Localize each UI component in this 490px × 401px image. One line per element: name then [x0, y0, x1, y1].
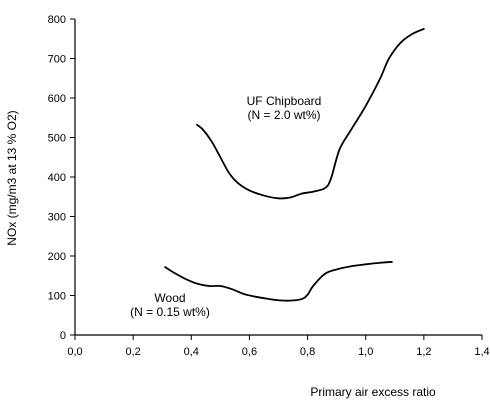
- x-tick-label: 1,2: [416, 346, 431, 358]
- wood-line: [164, 261, 393, 302]
- uf-chipboard-line: [196, 27, 425, 200]
- y-tick-label: 700: [48, 54, 66, 66]
- y-tick-label: 0: [60, 330, 66, 342]
- y-tick-label: 300: [48, 212, 66, 224]
- y-tick-label: 200: [48, 251, 66, 263]
- x-tick-label: 0,6: [242, 346, 257, 358]
- x-tick-label: 0,8: [300, 346, 315, 358]
- y-tick-label: 100: [48, 291, 66, 303]
- wood-annotation: (N = 0.15 wt%): [130, 305, 210, 319]
- uf-chipboard-annotation: (N = 2.0 wt%): [247, 108, 320, 122]
- x-tick-label: 0,2: [125, 346, 140, 358]
- uf-chipboard-annotation: UF Chipboard: [247, 94, 322, 108]
- y-tick-label: 800: [48, 14, 66, 26]
- y-tick-label: 400: [48, 172, 66, 184]
- wood-annotation: Wood: [154, 291, 185, 305]
- x-axis-title: Primary air excess ratio: [310, 385, 436, 399]
- x-tick-label: 0,0: [67, 346, 82, 358]
- x-tick-label: 1,0: [358, 346, 373, 358]
- y-tick-label: 500: [48, 133, 66, 145]
- y-axis-title: NOx (mg/m3 at 13 % O2): [5, 110, 19, 245]
- y-tick-label: 600: [48, 93, 66, 105]
- x-tick-label: 0,4: [184, 346, 199, 358]
- plot-area: 0 100 200 300 400 500 600 700 800 0,0 0,2 0,4 0,6 0,8…: [48, 14, 490, 358]
- x-tick-label: 1,4: [474, 346, 489, 358]
